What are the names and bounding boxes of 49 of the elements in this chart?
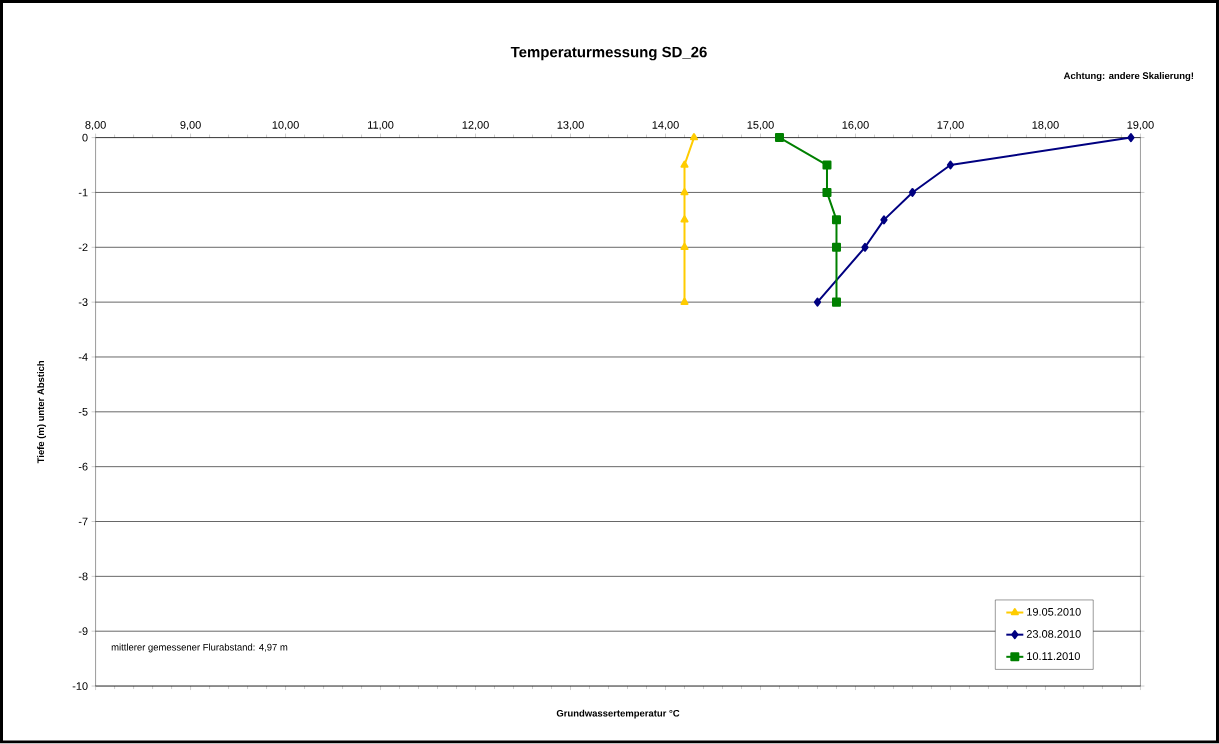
y-tick-label: -5	[78, 408, 88, 416]
x-axis-title: Grundwassertemperatur °C	[556, 709, 680, 719]
y-tick-label: -4	[78, 353, 88, 361]
x-tick-label: 17,00	[937, 121, 964, 131]
y-tick-label: -8	[78, 572, 88, 581]
text: Achtung: andere Skalierung!	[1063, 72, 1194, 82]
point	[680, 215, 689, 223]
point	[880, 215, 888, 225]
point	[831, 242, 841, 252]
point	[831, 297, 841, 307]
legend-label: 19.05.2010	[1027, 608, 1081, 616]
legend-label: 10.11.2010	[1027, 652, 1080, 661]
annotation: mittlerer gemessener Flurabstand: 4,97 m	[111, 643, 288, 653]
point	[831, 215, 841, 225]
x-tick-label: 14,00	[652, 121, 679, 131]
point	[822, 188, 832, 198]
point	[774, 133, 784, 143]
y-tick-label: 0	[82, 133, 88, 142]
point	[946, 160, 955, 170]
x-tick-label: 13,00	[557, 121, 584, 131]
x-tick-label: 8,00	[85, 121, 106, 131]
x-tick-label: 16,00	[842, 121, 869, 131]
point	[680, 297, 689, 306]
legend-label: 23.08.2010	[1026, 630, 1081, 639]
x-tick-label: 15,00	[747, 121, 774, 131]
point	[861, 242, 869, 252]
point	[813, 297, 822, 307]
y-axis-title: Tiefe (m) unter Abstich	[37, 361, 46, 464]
x-tick-label: 12,00	[462, 121, 489, 131]
x-tick-label: 10,00	[272, 121, 299, 131]
y-tick-label: -10	[72, 682, 88, 691]
point	[680, 242, 689, 251]
x-tick-label: 11,00	[368, 121, 394, 131]
point	[1127, 133, 1135, 143]
point	[680, 188, 689, 196]
x-tick-label: 19,00	[1127, 121, 1154, 131]
y-tick-label: -3	[78, 298, 88, 307]
point	[680, 160, 689, 168]
y-tick-label: -2	[78, 243, 88, 252]
y-tick-label: -9	[78, 627, 88, 636]
point	[908, 188, 917, 198]
point	[689, 133, 699, 141]
y-tick-label: -1	[78, 188, 88, 197]
y-tick-label: -7	[78, 517, 88, 526]
x-tick-label: 9,00	[180, 121, 201, 131]
y-tick-label: -6	[78, 463, 88, 471]
x-tick-label: 18,00	[1032, 121, 1059, 131]
chart-title: Temperaturmessung SD_26	[510, 46, 707, 61]
point	[822, 160, 832, 170]
